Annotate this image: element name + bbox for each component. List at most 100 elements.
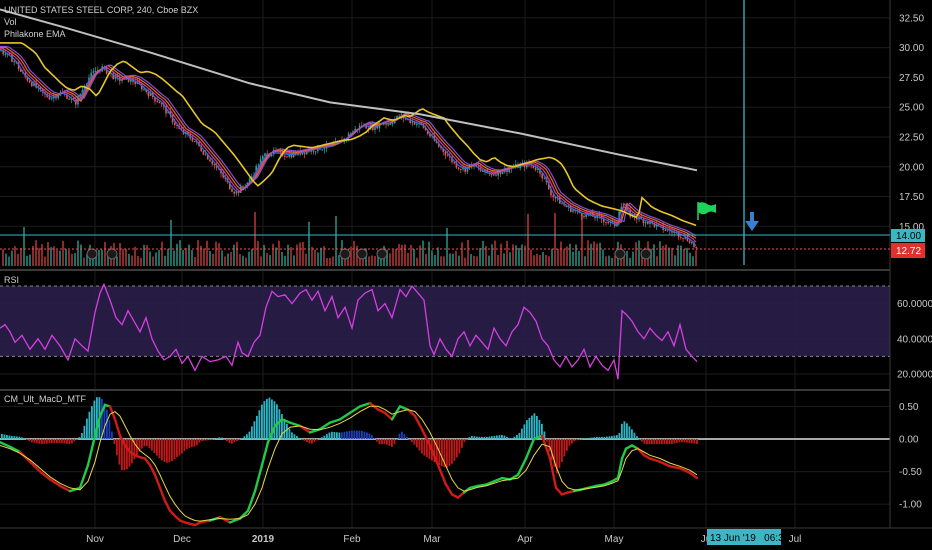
macd-histogram-bar xyxy=(653,438,656,445)
volume-bar xyxy=(650,248,652,266)
macd-histogram-bar xyxy=(596,436,598,439)
candle-body xyxy=(321,149,323,151)
macd-histogram-bar xyxy=(331,431,333,439)
macd-histogram-bar xyxy=(323,435,326,439)
macd-histogram-bar xyxy=(333,432,336,439)
macd-legend[interactable]: CM_Ult_MacD_MTF xyxy=(4,394,87,404)
macd-histogram-bar xyxy=(211,438,213,440)
candle-body xyxy=(429,133,431,137)
candle-body xyxy=(446,155,449,157)
macd-histogram-bar xyxy=(541,423,543,439)
macd-histogram-bar xyxy=(626,423,628,439)
macd-tick-label: -1.00 xyxy=(899,500,922,511)
macd-histogram-bar xyxy=(693,438,696,444)
volume-bar xyxy=(632,251,634,266)
symbol-title[interactable]: UNITED STATES STEEL CORP, 240, Cboe BZX xyxy=(4,5,198,15)
macd-histogram-bar xyxy=(476,436,478,439)
volume-bar xyxy=(509,252,511,266)
macd-line-segment xyxy=(406,408,417,418)
macd-histogram-bar xyxy=(126,438,128,470)
macd-histogram-bar xyxy=(78,437,81,439)
macd-histogram-bar xyxy=(46,438,48,444)
volume-bar xyxy=(101,249,103,266)
macd-line-segment xyxy=(413,414,424,431)
macd-histogram-bar xyxy=(488,436,491,439)
volume-bar xyxy=(14,246,16,266)
candle-body xyxy=(90,72,92,78)
macd-line-segment xyxy=(288,421,302,428)
candle-body xyxy=(79,94,81,97)
rsi-legend[interactable]: RSI xyxy=(4,275,19,285)
macd-histogram-bar xyxy=(178,438,181,456)
candle-body xyxy=(314,151,317,153)
volume-legend[interactable]: Vol xyxy=(4,17,17,27)
macd-histogram-bar xyxy=(296,436,298,439)
volume-bar xyxy=(455,250,457,266)
candle-body xyxy=(13,61,15,63)
macd-histogram-bar xyxy=(353,430,356,439)
volume-bar xyxy=(488,255,490,266)
volume-bar xyxy=(320,247,322,266)
volume-bar xyxy=(479,247,481,266)
macd-histogram-bar xyxy=(631,429,633,439)
candle-body xyxy=(284,155,286,157)
macd-line-segment xyxy=(93,414,102,437)
volume-bar xyxy=(122,249,124,266)
volume-bar xyxy=(5,253,7,266)
candle-body xyxy=(455,162,458,168)
macd-histogram-bar xyxy=(21,437,23,439)
macd-histogram-bar xyxy=(161,438,163,461)
macd-histogram-bar xyxy=(121,438,123,471)
macd-histogram-bar xyxy=(506,436,508,439)
macd-histogram-bar xyxy=(156,438,158,456)
candle-body xyxy=(493,174,495,176)
volume-bar xyxy=(401,244,403,266)
candle-body xyxy=(484,169,486,172)
volume-bar xyxy=(518,247,520,266)
volume-bar xyxy=(467,240,469,266)
volume-bar xyxy=(332,256,334,266)
candle-body xyxy=(651,221,653,223)
rsi-pane xyxy=(0,282,890,380)
macd-histogram-bar xyxy=(576,438,578,441)
ema-legend[interactable]: Philakone EMA xyxy=(4,29,66,39)
macd-histogram-bar xyxy=(393,438,396,445)
candle-body xyxy=(548,182,550,189)
volume-bar xyxy=(443,256,445,266)
macd-histogram-bar xyxy=(413,438,416,445)
macd-line-segment xyxy=(48,478,62,488)
volume-bar xyxy=(296,244,298,266)
macd-histogram-bar xyxy=(668,438,671,445)
rsi-tick-label: 40.0000 xyxy=(897,334,932,345)
macd-histogram-bar xyxy=(38,438,41,444)
candle-body xyxy=(391,123,394,125)
macd-histogram-bar xyxy=(588,437,591,439)
y-axis-labels: 32.50 30.00 27.50 25.00 22.50 20.00 17.50 15.00… xyxy=(897,13,932,510)
macd-line-segment xyxy=(8,445,22,454)
macd-line-segment xyxy=(658,460,672,468)
candle-body xyxy=(365,124,367,129)
candle-body xyxy=(39,86,42,90)
macd-histogram-bar xyxy=(328,432,331,439)
macd-line-segment xyxy=(163,499,172,512)
macd-histogram-bar xyxy=(56,438,58,444)
macd-histogram-bar xyxy=(53,438,56,444)
volume-bar xyxy=(674,255,676,266)
macd-histogram-bar xyxy=(643,438,646,444)
macd-histogram-bar xyxy=(496,435,498,439)
macd-line-segment xyxy=(68,486,82,493)
macd-histogram-bar xyxy=(498,435,501,439)
last-price-tag[interactable] xyxy=(891,243,925,258)
candle-body xyxy=(640,216,642,219)
candle-body xyxy=(396,115,398,120)
macd-histogram-bar xyxy=(421,438,423,454)
macd-line-segment xyxy=(586,484,598,490)
candle-body xyxy=(539,168,541,174)
candle-body xyxy=(28,80,31,83)
candle-body xyxy=(486,169,488,173)
event-marker-icon xyxy=(614,248,626,260)
macd-histogram-bar xyxy=(453,438,456,461)
candle-body xyxy=(264,153,266,157)
alert-price-tag[interactable] xyxy=(891,229,925,242)
